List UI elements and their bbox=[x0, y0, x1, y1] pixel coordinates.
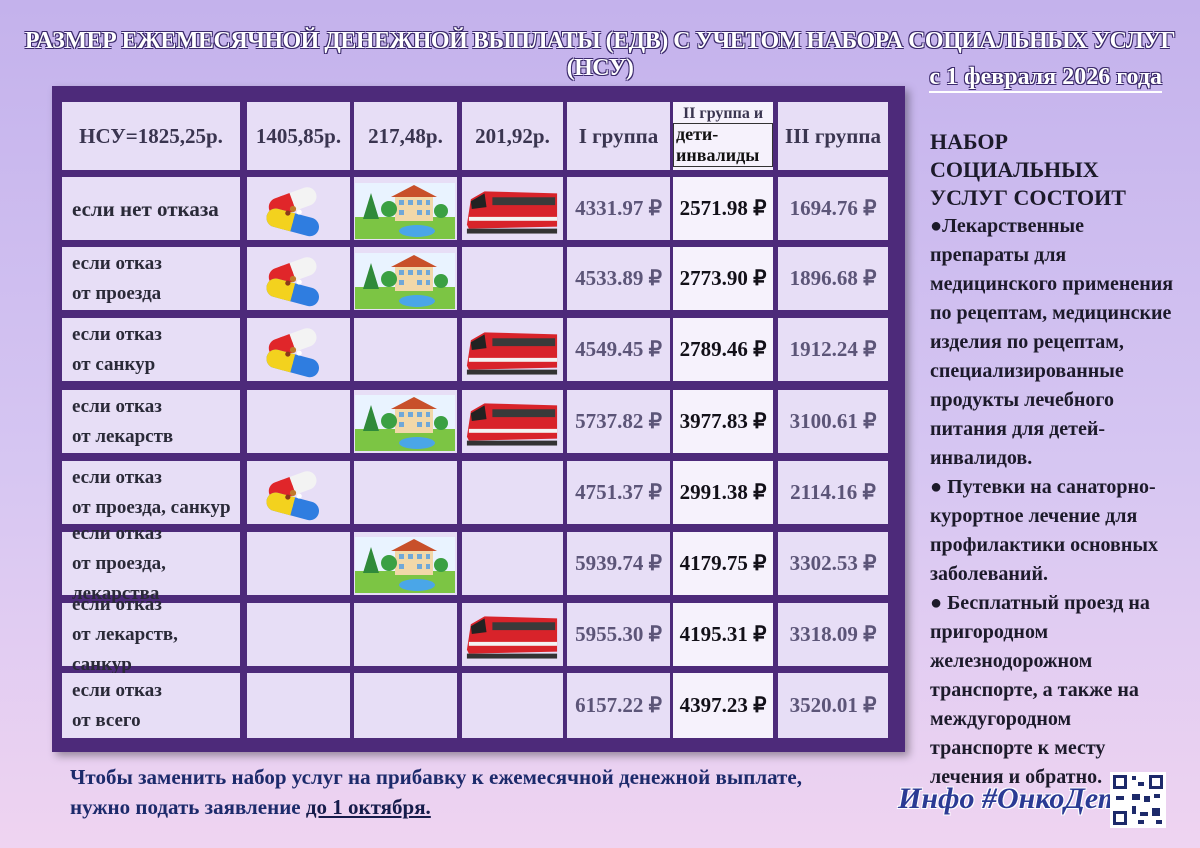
icon-cell bbox=[354, 603, 457, 666]
amount: 1896.68 ₽ bbox=[778, 247, 888, 310]
sanatorium-icon bbox=[354, 395, 456, 451]
sanatorium-icon bbox=[354, 183, 456, 239]
header-cell: II группа и дети-инвалиды bbox=[673, 102, 773, 170]
amount: 2773.90 ₽ bbox=[673, 247, 773, 310]
row-label-line: от проезда, санкур bbox=[72, 496, 231, 518]
row-label: если отказ от проезда bbox=[62, 247, 240, 310]
row-label: если отказ от проезда, санкур bbox=[62, 461, 240, 524]
icon-cell bbox=[354, 318, 457, 381]
amount: 3520.01 ₽ bbox=[778, 673, 888, 738]
medicine-icon bbox=[262, 324, 324, 378]
side-panel: НАБОР СОЦИАЛЬНЫХ УСЛУГ СОСТОИТ ●Лекарств… bbox=[930, 128, 1175, 792]
row-label: если отказ от лекарств, санкур bbox=[62, 594, 240, 675]
header-cell: I группа bbox=[567, 102, 670, 170]
header-line: дети-инвалиды bbox=[673, 123, 773, 167]
row-label-line: от санкур bbox=[72, 353, 156, 375]
row-label: если отказ от лекарств bbox=[62, 390, 240, 453]
amount: 3302.53 ₽ bbox=[778, 532, 888, 595]
train-icon bbox=[463, 183, 561, 239]
row-label-line: если нет отказа bbox=[72, 196, 219, 221]
amount: 4533.89 ₽ bbox=[567, 247, 670, 310]
amount: 3977.83 ₽ bbox=[673, 390, 773, 453]
row-label-line: если отказ bbox=[72, 323, 162, 345]
icon-cell bbox=[247, 603, 350, 666]
row-label: если нет отказа bbox=[62, 177, 240, 240]
train-icon bbox=[463, 395, 561, 451]
medicine-icon bbox=[262, 467, 324, 521]
amount: 4179.75 ₽ bbox=[673, 532, 773, 595]
amount: 2571.98 ₽ bbox=[673, 177, 773, 240]
icon-cell bbox=[247, 532, 350, 595]
train-icon bbox=[463, 324, 561, 380]
header-cell: 1405,85р. bbox=[247, 102, 350, 170]
icon-cell bbox=[462, 247, 563, 310]
icon-cell bbox=[354, 673, 457, 738]
medicine-icon bbox=[262, 183, 324, 237]
amount: 5737.82 ₽ bbox=[567, 390, 670, 453]
icon-cell bbox=[354, 461, 457, 524]
medicine-icon bbox=[262, 253, 324, 307]
header-cell: 217,48р. bbox=[354, 102, 457, 170]
note-text: Чтобы заменить набор услуг на прибавку к… bbox=[70, 765, 802, 819]
amount: 1912.24 ₽ bbox=[778, 318, 888, 381]
row-label: если отказ от всего bbox=[62, 673, 240, 738]
side-item: ● Путевки на санаторно-курортное лечение… bbox=[930, 476, 1158, 585]
row-label-line: если отказ bbox=[72, 522, 162, 544]
amount: 6157.22 ₽ bbox=[567, 673, 670, 738]
header-cell: НСУ=1825,25р. bbox=[62, 102, 240, 170]
row-label-line: от всего bbox=[72, 709, 141, 731]
amount: 5939.74 ₽ bbox=[567, 532, 670, 595]
row-label-line: если отказ bbox=[72, 252, 162, 274]
qr-code bbox=[1110, 772, 1166, 828]
sanatorium-icon bbox=[354, 537, 456, 593]
icon-cell bbox=[247, 673, 350, 738]
icon-cell bbox=[462, 461, 563, 524]
amount: 4331.97 ₽ bbox=[567, 177, 670, 240]
row-label-line: если отказ bbox=[72, 466, 162, 488]
amount: 2991.38 ₽ bbox=[673, 461, 773, 524]
row-label-line: если отказ bbox=[72, 395, 162, 417]
row-label: если отказ от санкур bbox=[62, 318, 240, 381]
amount: 5955.30 ₽ bbox=[567, 603, 670, 666]
row-label-line: от лекарств, санкур bbox=[72, 623, 178, 675]
row-label-line: от проезда, лекарства bbox=[72, 552, 166, 604]
amount: 3100.61 ₽ bbox=[778, 390, 888, 453]
side-item: ● Бесплатный проезд на пригородном желез… bbox=[930, 592, 1150, 788]
amount: 4397.23 ₽ bbox=[673, 673, 773, 738]
amount: 2114.16 ₽ bbox=[778, 461, 888, 524]
amount: 4751.37 ₽ bbox=[567, 461, 670, 524]
row-label-line: от проезда bbox=[72, 282, 162, 304]
amount: 3318.09 ₽ bbox=[778, 603, 888, 666]
header-cell: III группа bbox=[778, 102, 888, 170]
icon-cell bbox=[247, 390, 350, 453]
row-label: если отказ от проезда, лекарства bbox=[62, 523, 240, 604]
subtitle: с 1 февраля 2026 года bbox=[929, 64, 1162, 93]
row-label-line: от лекарств bbox=[72, 425, 174, 447]
amount: 4195.31 ₽ bbox=[673, 603, 773, 666]
header-cell: 201,92р. bbox=[462, 102, 563, 170]
icon-cell bbox=[462, 673, 563, 738]
row-label-line: если отказ bbox=[72, 593, 162, 615]
icon-cell bbox=[462, 532, 563, 595]
header-line: II группа и bbox=[682, 105, 764, 122]
title: РАЗМЕР ЕЖЕМЕСЯЧНОЙ ДЕНЕЖНОЙ ВЫПЛАТЫ (ЕДВ… bbox=[24, 28, 1176, 81]
sanatorium-icon bbox=[354, 253, 456, 309]
side-item: ●Лекарственные препараты для медицинског… bbox=[930, 215, 1174, 469]
side-title: НАБОР СОЦИАЛЬНЫХ УСЛУГ СОСТОИТ bbox=[930, 129, 1126, 210]
amount: 2789.46 ₽ bbox=[673, 318, 773, 381]
amount: 1694.76 ₽ bbox=[778, 177, 888, 240]
train-icon bbox=[463, 608, 561, 664]
amount: 4549.45 ₽ bbox=[567, 318, 670, 381]
deadline: до 1 октября. bbox=[305, 795, 431, 819]
row-label-line: если отказ bbox=[72, 679, 162, 701]
footer-note: Чтобы заменить набор услуг на прибавку к… bbox=[70, 762, 830, 822]
